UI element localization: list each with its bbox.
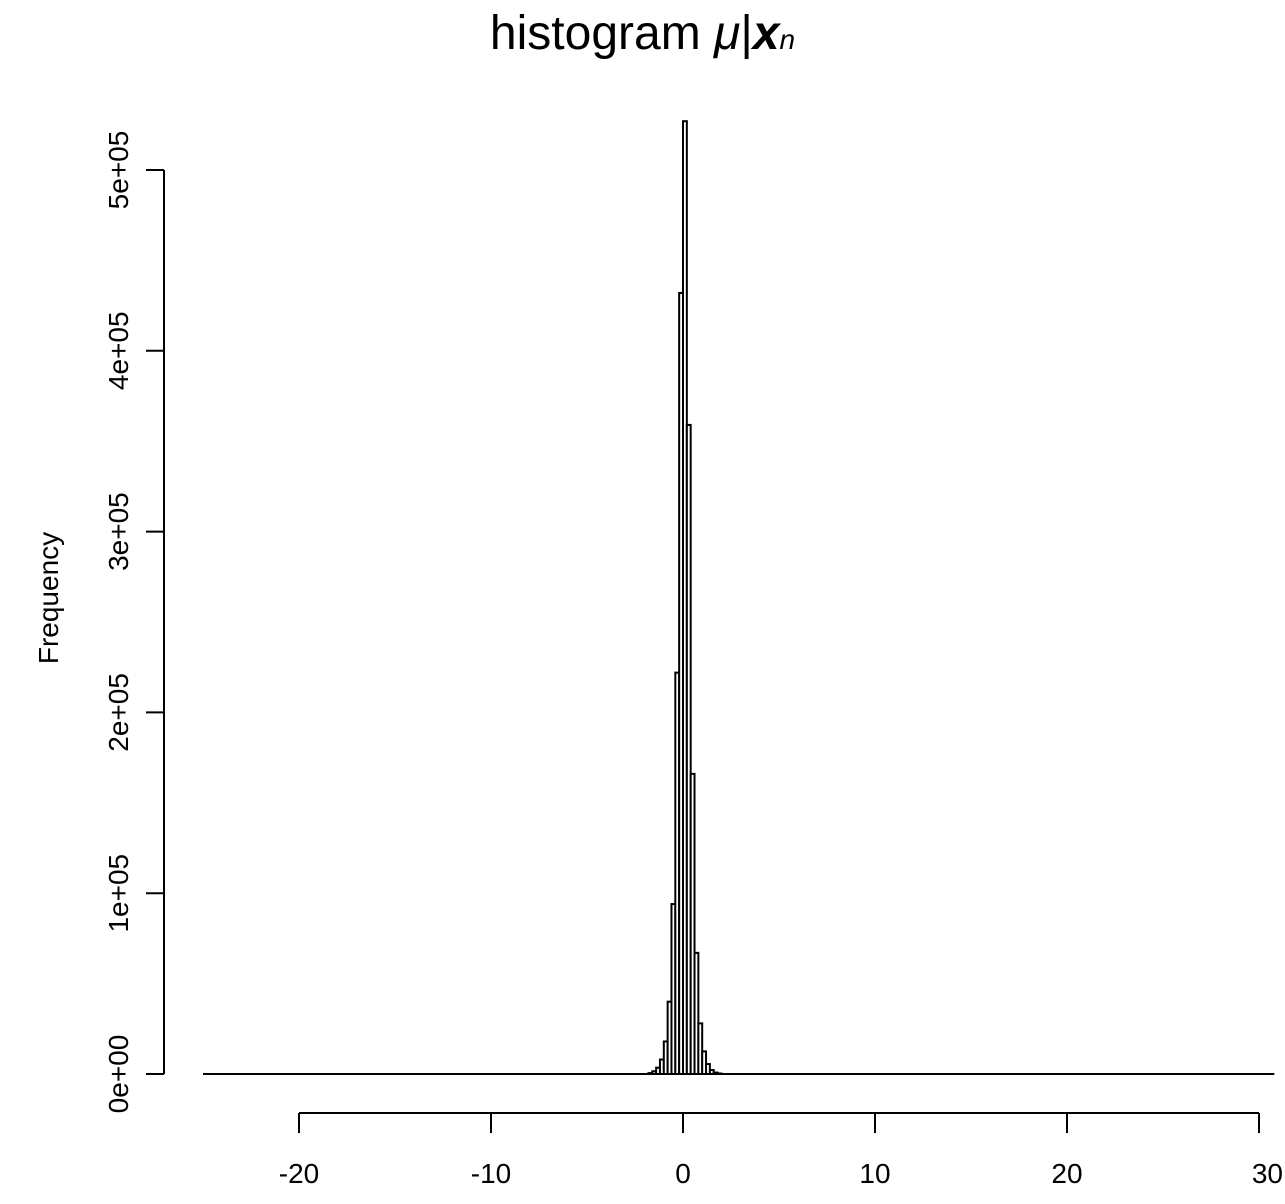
title-separator: | [740, 7, 753, 60]
x-tick-label: -20 [279, 1158, 319, 1189]
y-tick-label: 1e+05 [103, 854, 134, 933]
y-axis-label: Frequency [33, 532, 64, 664]
title-prefix: histogram [489, 7, 701, 60]
y-axis: 0e+00 1e+05 2e+05 3e+05 4e+05 5e+05 [103, 131, 165, 1114]
chart-title: histogram μ|xn [0, 6, 1285, 61]
y-tick-label: 0e+00 [103, 1035, 134, 1114]
title-mu-symbol: μ [714, 7, 741, 60]
x-tick-label: 0 [675, 1158, 691, 1189]
x-tick-label: 10 [859, 1158, 890, 1189]
y-tick-label: 3e+05 [103, 492, 134, 571]
y-tick-label: 4e+05 [103, 311, 134, 390]
title-subscript-n: n [779, 24, 796, 55]
x-tick-label: 30 [1252, 1158, 1283, 1189]
x-axis: -20 -10 0 10 20 30 [279, 1112, 1283, 1189]
y-tick-label: 5e+05 [103, 131, 134, 210]
x-tick-label: 20 [1051, 1158, 1082, 1189]
y-tick-label: 2e+05 [103, 673, 134, 752]
bars-layer [647, 120, 723, 1076]
title-bold-x: x [752, 7, 780, 60]
x-tick-label: -10 [471, 1158, 511, 1189]
